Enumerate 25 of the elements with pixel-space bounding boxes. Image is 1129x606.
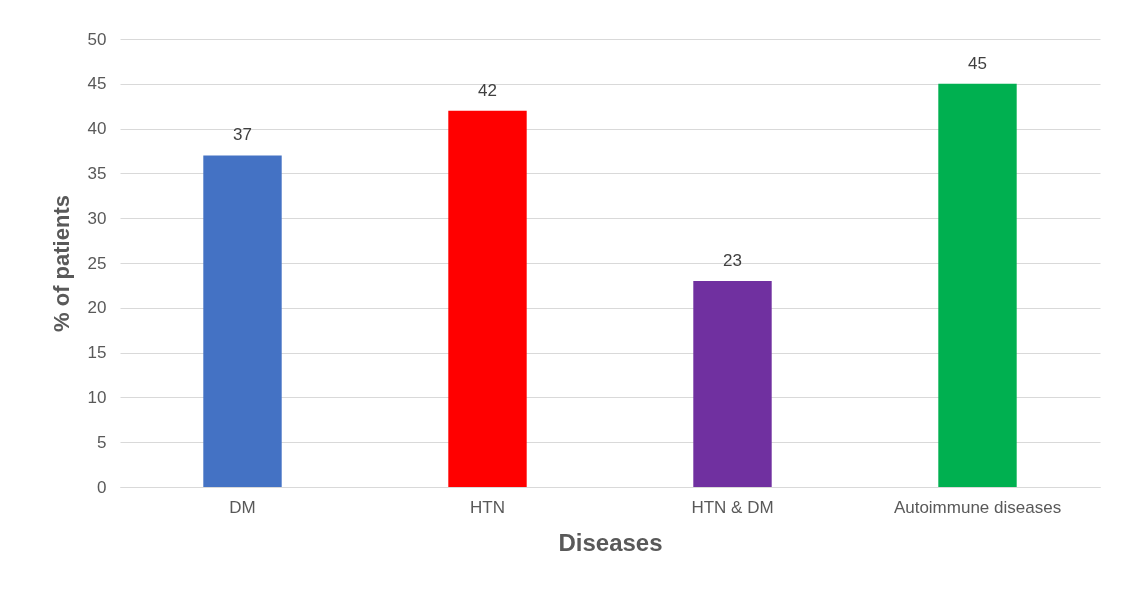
x-axis-title: Diseases: [558, 528, 663, 556]
y-axis-title: % of patients: [48, 195, 74, 332]
y-tick-label: 30: [87, 208, 107, 228]
bar: [693, 280, 772, 487]
y-tick-label: 20: [87, 298, 107, 318]
y-tick-label: 45: [87, 74, 107, 94]
y-tick-label: 25: [87, 253, 107, 273]
y-tick-label: 0: [97, 477, 107, 497]
data-label: 37: [233, 125, 252, 145]
y-tick-label: 10: [87, 387, 107, 407]
data-label: 42: [478, 80, 497, 100]
y-tick-label: 15: [87, 343, 107, 363]
bar: [938, 83, 1017, 487]
y-tick-label: 35: [87, 163, 107, 183]
x-tick-label: Autoimmune diseases: [893, 497, 1062, 517]
x-tick-label: HTN: [470, 497, 505, 517]
y-tick-label: 40: [87, 119, 107, 139]
y-tick-label: 50: [87, 29, 107, 49]
bar: [448, 110, 527, 487]
bar: [203, 155, 282, 487]
x-tick-label: HTN & DM: [691, 497, 774, 517]
y-tick-label: 5: [97, 432, 107, 452]
data-label: 45: [968, 53, 987, 73]
x-tick-label: DM: [229, 497, 256, 517]
data-label: 23: [723, 250, 742, 270]
